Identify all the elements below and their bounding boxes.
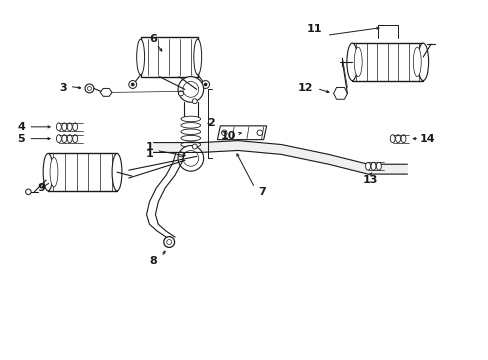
- Ellipse shape: [335, 89, 344, 98]
- Ellipse shape: [112, 153, 122, 191]
- Ellipse shape: [346, 43, 357, 81]
- Ellipse shape: [181, 129, 200, 135]
- Ellipse shape: [62, 123, 67, 131]
- Text: 4: 4: [18, 122, 25, 132]
- Ellipse shape: [25, 189, 31, 194]
- Polygon shape: [333, 87, 346, 99]
- Ellipse shape: [128, 81, 137, 89]
- Ellipse shape: [166, 239, 171, 244]
- Ellipse shape: [353, 47, 362, 77]
- Text: 11: 11: [306, 24, 322, 34]
- Ellipse shape: [62, 135, 67, 143]
- Text: 14: 14: [419, 134, 434, 144]
- Ellipse shape: [178, 145, 203, 171]
- Ellipse shape: [181, 148, 200, 154]
- Text: 1: 1: [145, 141, 153, 152]
- Text: 1: 1: [145, 149, 153, 159]
- Polygon shape: [153, 141, 407, 174]
- Ellipse shape: [201, 81, 209, 89]
- Ellipse shape: [338, 91, 342, 95]
- Ellipse shape: [192, 144, 197, 149]
- Ellipse shape: [192, 99, 197, 104]
- Text: 2: 2: [206, 118, 214, 128]
- Text: 12: 12: [297, 84, 312, 94]
- Ellipse shape: [412, 47, 420, 77]
- Ellipse shape: [181, 116, 200, 122]
- Ellipse shape: [163, 237, 174, 247]
- Ellipse shape: [56, 123, 61, 131]
- Ellipse shape: [221, 130, 226, 135]
- Ellipse shape: [183, 82, 198, 97]
- Ellipse shape: [178, 152, 183, 157]
- Text: 10: 10: [220, 131, 235, 141]
- Ellipse shape: [183, 150, 198, 166]
- Ellipse shape: [67, 123, 72, 131]
- Ellipse shape: [181, 142, 200, 147]
- Text: 9: 9: [37, 183, 45, 193]
- Ellipse shape: [203, 83, 206, 86]
- Ellipse shape: [181, 123, 200, 128]
- Ellipse shape: [50, 157, 58, 187]
- Text: 3: 3: [59, 84, 66, 94]
- Polygon shape: [100, 89, 112, 96]
- Ellipse shape: [85, 84, 94, 93]
- Ellipse shape: [67, 135, 72, 143]
- Ellipse shape: [376, 162, 381, 170]
- Bar: [48, 153, 117, 191]
- Ellipse shape: [257, 130, 262, 135]
- Polygon shape: [217, 126, 266, 140]
- Ellipse shape: [73, 123, 78, 131]
- Bar: [351, 43, 422, 81]
- Ellipse shape: [131, 83, 134, 86]
- Ellipse shape: [43, 153, 53, 191]
- Ellipse shape: [178, 77, 203, 102]
- Text: 8: 8: [149, 256, 157, 266]
- Ellipse shape: [193, 39, 201, 75]
- Ellipse shape: [395, 135, 400, 143]
- Text: 13: 13: [362, 175, 377, 185]
- Ellipse shape: [137, 39, 144, 75]
- Ellipse shape: [56, 135, 61, 143]
- Ellipse shape: [181, 135, 200, 141]
- Ellipse shape: [365, 162, 370, 170]
- Text: 7: 7: [257, 187, 265, 197]
- Text: 6: 6: [149, 34, 157, 44]
- Ellipse shape: [417, 43, 428, 81]
- Ellipse shape: [178, 91, 183, 96]
- Ellipse shape: [73, 135, 78, 143]
- Bar: [141, 37, 197, 77]
- Ellipse shape: [370, 162, 375, 170]
- Text: 5: 5: [18, 134, 25, 144]
- Ellipse shape: [87, 86, 91, 90]
- Ellipse shape: [400, 135, 405, 143]
- Ellipse shape: [389, 135, 394, 143]
